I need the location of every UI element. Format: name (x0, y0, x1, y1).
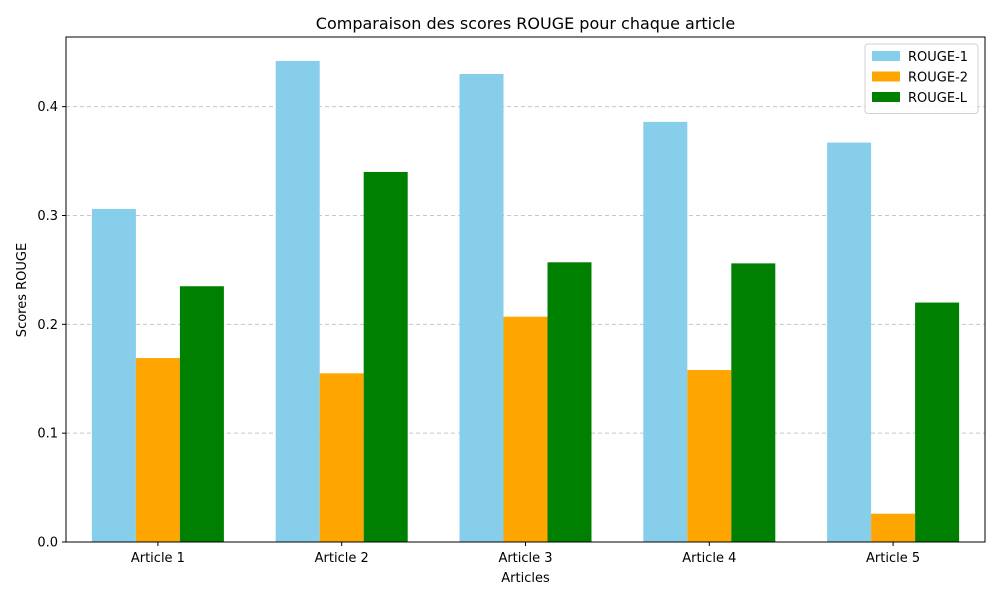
bar-rouge-2-2 (319, 373, 364, 542)
y-tick-label: 0.4 (37, 100, 58, 115)
bar-rouge-1-1 (91, 208, 136, 542)
bar-rouge-2-1 (135, 358, 180, 542)
x-axis-label: Articles (501, 571, 550, 586)
bar-rouge-1-4 (643, 121, 688, 542)
legend-label-rouge-1: ROUGE-1 (908, 50, 968, 65)
x-tick-label: Article 5 (866, 551, 920, 566)
y-tick-label: 0.2 (37, 318, 58, 333)
bar-rouge-l-1 (179, 286, 224, 542)
x-tick-label: Article 3 (498, 551, 552, 566)
y-tick-label: 0.3 (37, 209, 58, 224)
bar-rouge-1-2 (275, 60, 320, 542)
bar-rouge-2-4 (687, 370, 732, 542)
legend: ROUGE-1 ROUGE-2 ROUGE-L (864, 43, 979, 114)
legend-swatch-rouge-l (872, 92, 900, 102)
y-axis-label: Scores ROUGE (15, 243, 30, 337)
legend-label-rouge-2: ROUGE-2 (908, 71, 968, 86)
x-tick-label: Article 2 (315, 551, 369, 566)
bars-group (91, 60, 960, 543)
bar-rouge-2-5 (871, 513, 916, 542)
bar-rouge-l-4 (731, 263, 776, 542)
x-tick-label: Article 1 (131, 551, 185, 566)
legend-swatch-rouge-2 (872, 71, 900, 82)
bar-rouge-l-5 (915, 302, 960, 542)
bar-rouge-2-3 (503, 316, 548, 542)
y-tick-label: 0.0 (37, 536, 58, 551)
axis-ticks: 0.0 0.1 0.2 0.3 0.4 Article 1 Article 2 Article… (37, 100, 920, 566)
chart-title: Comparaison des scores ROUGE pour chaque… (316, 14, 735, 33)
legend-label-rouge-l: ROUGE-L (908, 91, 968, 106)
bar-rouge-1-3 (459, 74, 504, 543)
legend-swatch-rouge-1 (872, 51, 900, 61)
bar-rouge-1-5 (827, 142, 872, 543)
x-tick-label: Article 4 (682, 551, 736, 566)
bar-rouge-l-3 (547, 262, 592, 542)
y-tick-label: 0.1 (37, 427, 58, 442)
bar-rouge-l-2 (363, 171, 408, 542)
